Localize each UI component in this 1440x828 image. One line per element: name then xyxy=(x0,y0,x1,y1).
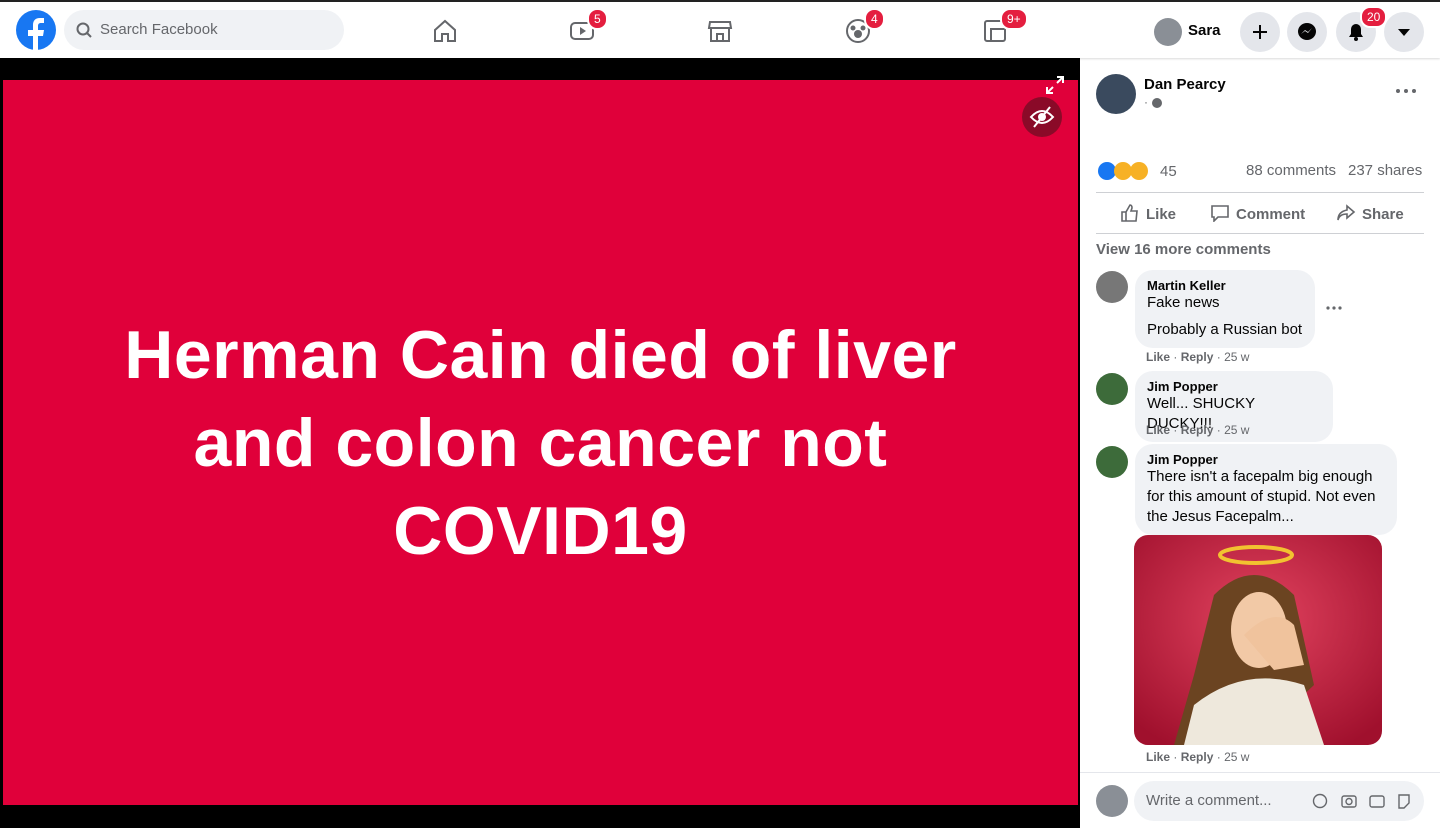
comment-bubble: Martin Keller Fake news Probably a Russi… xyxy=(1135,270,1315,348)
comment-label: Comment xyxy=(1236,206,1306,223)
comment-time[interactable]: 25 w xyxy=(1224,750,1250,764)
image-text: Herman Cain died of liver and colon canc… xyxy=(124,316,957,569)
badge: 9+ xyxy=(1000,8,1028,30)
comment-reply[interactable]: Reply xyxy=(1180,423,1214,437)
commenter-name[interactable]: Jim Popper xyxy=(1147,379,1218,394)
facebook-logo[interactable] xyxy=(16,10,56,50)
separator: · xyxy=(1173,423,1178,437)
divider xyxy=(1096,233,1424,234)
comment-placeholder: Write a comment... xyxy=(1146,792,1272,809)
comment-meta: Like · Reply · 25 w xyxy=(1146,350,1249,364)
badge: 5 xyxy=(587,8,608,30)
divider xyxy=(1096,192,1424,193)
commenter-name[interactable]: Jim Popper xyxy=(1147,452,1218,467)
home-icon[interactable] xyxy=(432,18,458,44)
fullscreen-icon[interactable] xyxy=(1044,74,1066,96)
composer-icons[interactable] xyxy=(1312,793,1416,809)
comment-button[interactable]: Comment xyxy=(1210,204,1305,223)
comment-input[interactable]: Write a comment... xyxy=(1134,781,1424,821)
search-placeholder: Search Facebook xyxy=(100,21,218,38)
watch-icon[interactable] xyxy=(569,18,595,44)
like-button[interactable]: Like xyxy=(1120,204,1176,223)
user-avatar[interactable] xyxy=(1154,18,1182,46)
share-count[interactable]: 237 shares xyxy=(1348,162,1423,179)
gaming-icon[interactable] xyxy=(982,18,1008,44)
reaction-icons xyxy=(1098,162,1148,180)
globe-icon xyxy=(1152,98,1162,108)
share-label: Share xyxy=(1362,206,1404,223)
author-name[interactable]: Dan Pearcy xyxy=(1144,76,1226,93)
separator: · xyxy=(1216,750,1221,764)
author-avatar[interactable] xyxy=(1096,74,1136,114)
post-panel: Dan Pearcy · 45 88 comments 237 shares L… xyxy=(1080,58,1440,828)
comment-meta: Like · Reply · 25 w xyxy=(1146,423,1249,437)
commenter-avatar[interactable] xyxy=(1096,271,1128,303)
separator: · xyxy=(1173,350,1178,364)
messenger-button[interactable] xyxy=(1287,12,1327,52)
comment-count[interactable]: 88 comments xyxy=(1246,162,1337,179)
comment-time[interactable]: 25 w xyxy=(1224,350,1250,364)
account-button[interactable] xyxy=(1384,12,1424,52)
hide-button[interactable] xyxy=(1022,97,1062,137)
badge: 4 xyxy=(864,8,885,30)
comment-gif[interactable] xyxy=(1134,535,1382,745)
comment-like[interactable]: Like xyxy=(1146,750,1171,764)
comment-text: Well... SHUCKY DUCKY!!! xyxy=(1147,395,1255,432)
comment-bubble: Jim Popper There isn't a facepalm big en… xyxy=(1135,444,1397,535)
comment-reply[interactable]: Reply xyxy=(1180,350,1214,364)
commenter-name[interactable]: Martin Keller xyxy=(1147,278,1226,293)
separator: · xyxy=(1144,95,1148,109)
media-viewer: Herman Cain died of liver and colon canc… xyxy=(0,58,1080,828)
comment-meta: Like · Reply · 25 w xyxy=(1146,750,1249,764)
comment-text: Fake news xyxy=(1147,294,1220,311)
top-nav: Search Facebook 5 4 9+ Sara 20 xyxy=(0,0,1440,58)
more-options[interactable] xyxy=(1394,86,1418,96)
comment-text: There isn't a facepalm big enough for th… xyxy=(1147,468,1376,525)
separator: · xyxy=(1216,350,1221,364)
comment-text: Probably a Russian bot xyxy=(1147,321,1303,338)
comment-like[interactable]: Like xyxy=(1146,350,1171,364)
separator: · xyxy=(1173,750,1178,764)
view-more-comments[interactable]: View 16 more comments xyxy=(1096,241,1271,258)
reaction-count[interactable]: 45 xyxy=(1160,163,1177,180)
separator: · xyxy=(1216,423,1221,437)
user-avatar xyxy=(1096,785,1128,817)
commenter-avatar[interactable] xyxy=(1096,373,1128,405)
comment-time[interactable]: 25 w xyxy=(1224,423,1250,437)
comment-options[interactable] xyxy=(1324,304,1344,312)
like-label: Like xyxy=(1146,206,1177,223)
create-button[interactable] xyxy=(1240,12,1280,52)
comment-bubble: Jim Popper Well... SHUCKY DUCKY!!! xyxy=(1135,371,1333,442)
search-box[interactable]: Search Facebook xyxy=(64,10,344,50)
share-button[interactable]: Share xyxy=(1336,204,1404,223)
badge: 20 xyxy=(1360,6,1388,28)
post-image: Herman Cain died of liver and colon canc… xyxy=(3,80,1078,805)
comment-like[interactable]: Like xyxy=(1146,423,1171,437)
composer: Write a comment... xyxy=(1080,772,1440,828)
commenter-avatar[interactable] xyxy=(1096,446,1128,478)
comment-reply[interactable]: Reply xyxy=(1180,750,1214,764)
marketplace-icon[interactable] xyxy=(707,18,733,44)
user-name[interactable]: Sara xyxy=(1188,22,1221,39)
groups-icon[interactable] xyxy=(845,18,871,44)
